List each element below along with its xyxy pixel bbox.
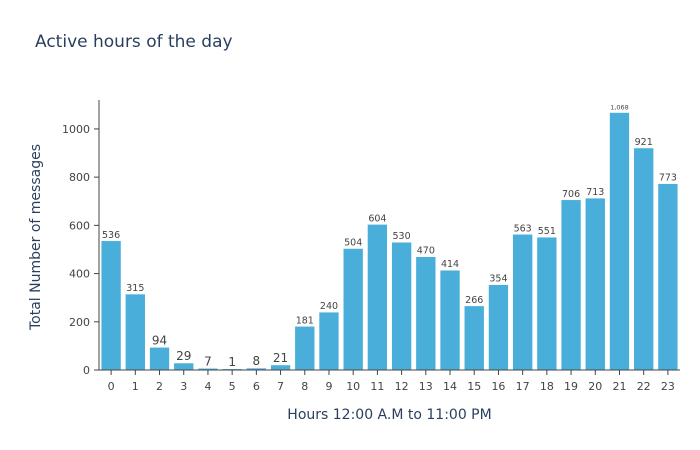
bar-hour-18 <box>536 236 558 371</box>
data-label-hour-8: 181 <box>296 315 314 326</box>
data-label-hour-16: 354 <box>489 274 507 285</box>
bar-hour-21 <box>609 112 630 371</box>
x-tick-label-9: 9 <box>325 380 332 393</box>
x-tick-label-8: 8 <box>301 380 308 393</box>
x-axis-title: Hours 12:00 A.M to 11:00 PM <box>287 407 491 423</box>
x-tick-label-5: 5 <box>229 380 236 393</box>
data-label-hour-1: 315 <box>126 283 144 294</box>
bar-hour-11 <box>367 224 388 371</box>
bar-hour-17 <box>512 234 533 371</box>
x-tick-label-18: 18 <box>540 380 554 393</box>
data-label-hour-23: 773 <box>659 173 677 184</box>
y-tick-label-0: 0 <box>83 364 90 377</box>
data-label-hour-5: 1 <box>228 355 236 369</box>
bar-hour-20 <box>585 197 606 371</box>
x-tick-label-1: 1 <box>132 380 139 393</box>
data-label-hour-10: 504 <box>344 238 362 249</box>
x-ticks-layer: 0 1 2 3 4 5 6 7 8 9 10 11 12 13 14 15 16 17 18 19 20 21 22 23 <box>108 370 675 393</box>
x-tick-label-15: 15 <box>467 380 481 393</box>
x-tick-label-10: 10 <box>346 380 360 393</box>
x-tick-label-7: 7 <box>277 380 284 393</box>
x-tick-label-6: 6 <box>253 380 260 393</box>
y-tick-label-800: 800 <box>69 171 90 184</box>
axes-layer <box>98 100 680 371</box>
x-tick-label-23: 23 <box>661 380 675 393</box>
bar-hour-23 <box>657 183 679 371</box>
x-tick-label-20: 20 <box>588 380 602 393</box>
data-label-hour-9: 240 <box>320 301 338 312</box>
y-axis-title: Total Number of messages <box>28 144 44 331</box>
bar-hour-7 <box>270 364 291 371</box>
bar-hour-3 <box>173 362 194 371</box>
data-label-hour-12: 530 <box>393 231 411 242</box>
bar-hour-19 <box>560 199 582 371</box>
data-label-hour-19: 706 <box>562 189 580 200</box>
y-ticks-layer: 0 200 400 600 800 1000 <box>62 123 99 377</box>
bar-hour-0 <box>100 240 122 371</box>
bar-hour-22 <box>633 147 654 371</box>
x-tick-label-13: 13 <box>419 380 433 393</box>
bar-hour-2 <box>149 347 170 371</box>
y-tick-label-200: 200 <box>69 316 90 329</box>
bar-hour-15 <box>464 305 485 371</box>
data-label-hour-0: 536 <box>102 230 120 241</box>
bar-hour-14 <box>439 269 461 371</box>
x-tick-label-21: 21 <box>612 380 626 393</box>
data-label-hour-7: 21 <box>273 351 288 365</box>
bar-hour-12 <box>391 241 412 371</box>
x-tick-label-22: 22 <box>637 380 651 393</box>
data-label-hour-11: 604 <box>368 213 386 224</box>
data-label-hour-22: 921 <box>635 137 653 148</box>
bar-hour-1 <box>125 293 146 371</box>
data-label-hour-17: 563 <box>514 223 532 234</box>
y-tick-label-1000: 1000 <box>62 123 90 136</box>
bar-hour-13 <box>415 256 436 371</box>
data-label-hour-6: 8 <box>253 354 261 368</box>
bar-hour-8 <box>294 326 315 371</box>
x-tick-label-16: 16 <box>491 380 505 393</box>
data-label-hour-20: 713 <box>586 187 604 198</box>
data-labels-layer: 536 315 94 29 7 1 8 21 181 240 504 604 530 470 414 266 3… <box>102 104 677 369</box>
x-tick-label-3: 3 <box>180 380 187 393</box>
y-tick-label-600: 600 <box>69 219 90 232</box>
bar-hour-16 <box>488 284 509 371</box>
chart-title: Active hours of the day <box>35 32 233 52</box>
x-tick-label-17: 17 <box>516 380 530 393</box>
bar-hour-10 <box>343 248 364 371</box>
data-label-hour-2: 94 <box>152 333 167 347</box>
data-label-hour-15: 266 <box>465 295 483 306</box>
x-tick-label-14: 14 <box>443 380 457 393</box>
x-tick-label-12: 12 <box>395 380 409 393</box>
data-label-hour-18: 551 <box>538 226 556 237</box>
data-label-hour-4: 7 <box>204 354 212 368</box>
data-label-hour-14: 414 <box>441 259 459 270</box>
x-tick-label-19: 19 <box>564 380 578 393</box>
x-tick-label-11: 11 <box>370 380 384 393</box>
data-label-hour-3: 29 <box>176 349 191 363</box>
x-tick-label-2: 2 <box>156 380 163 393</box>
data-label-hour-21: 1,068 <box>610 104 629 112</box>
x-tick-label-4: 4 <box>204 380 211 393</box>
bars-layer <box>100 112 679 371</box>
data-label-hour-13: 470 <box>417 246 435 257</box>
y-tick-label-400: 400 <box>69 268 90 281</box>
bar-hour-9 <box>318 311 340 371</box>
x-tick-label-0: 0 <box>108 380 115 393</box>
